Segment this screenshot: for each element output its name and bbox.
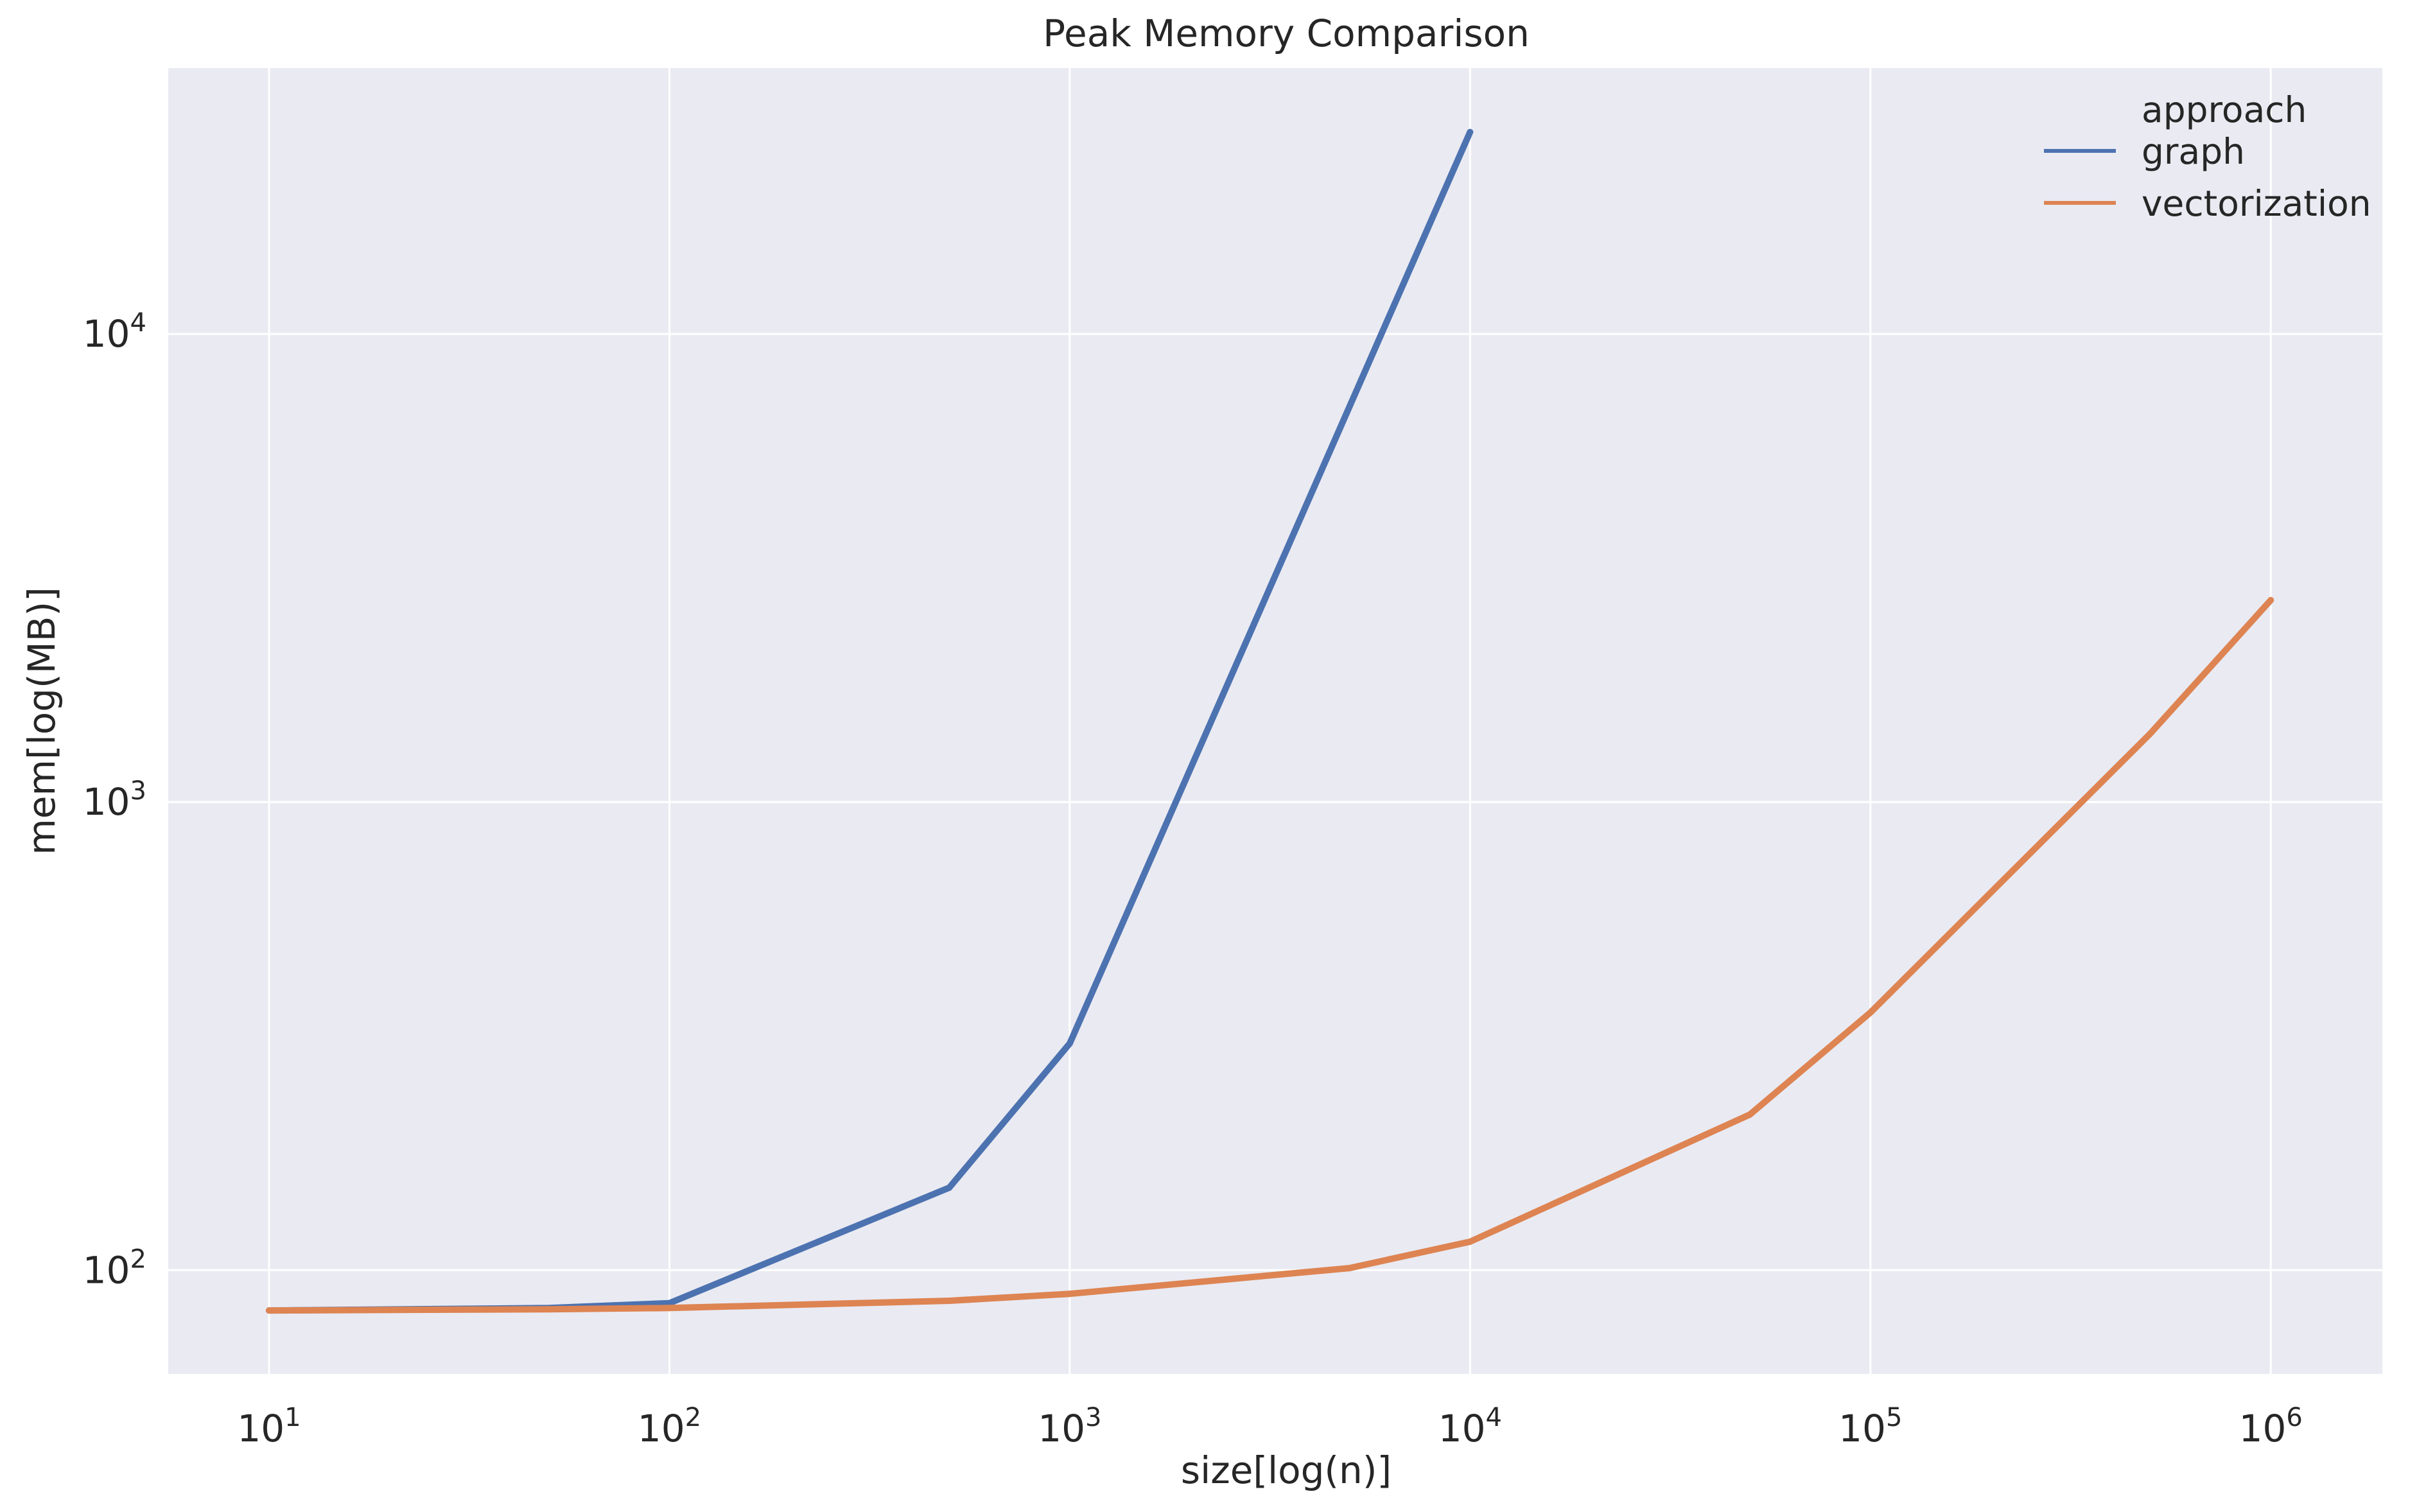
x-tick-base: 10 bbox=[1838, 1407, 1886, 1450]
chart-title: Peak Memory Comparison bbox=[1043, 12, 1530, 55]
y-tick-base: 10 bbox=[83, 780, 130, 824]
data-point-vectorization-8 bbox=[1867, 1009, 1874, 1016]
x-axis-label: size[log(n)] bbox=[1181, 1448, 1392, 1492]
legend-entries: graph vectorization bbox=[2044, 131, 2371, 224]
x-tick-label-2: 103 bbox=[1038, 1403, 1101, 1450]
y-tick-exponent: 2 bbox=[130, 1244, 146, 1274]
legend-label-graph: graph bbox=[2142, 131, 2245, 172]
data-point-graph-4 bbox=[1066, 1040, 1073, 1047]
data-point-vectorization-6 bbox=[1467, 1238, 1474, 1246]
y-tick-label-2: 104 bbox=[83, 308, 146, 356]
x-tick-label-1: 102 bbox=[638, 1403, 701, 1450]
data-point-vectorization-2 bbox=[666, 1305, 673, 1312]
data-point-graph-3 bbox=[946, 1184, 953, 1191]
plot-area bbox=[168, 68, 2382, 1374]
data-point-vectorization-0 bbox=[265, 1307, 272, 1314]
data-point-vectorization-9 bbox=[2147, 730, 2154, 737]
y-tick-exponent: 4 bbox=[130, 308, 146, 338]
x-axis-ticks: 101 102 103 104 105 106 bbox=[237, 1403, 2302, 1450]
data-point-vectorization-5 bbox=[1346, 1265, 1353, 1272]
x-tick-exponent: 3 bbox=[1085, 1403, 1101, 1432]
x-tick-base: 10 bbox=[237, 1407, 284, 1450]
x-tick-exponent: 1 bbox=[284, 1403, 301, 1432]
y-tick-base: 10 bbox=[83, 312, 130, 356]
data-point-graph-6 bbox=[1467, 128, 1474, 135]
y-tick-exponent: 3 bbox=[130, 776, 146, 806]
y-tick-label-1: 103 bbox=[83, 776, 146, 824]
x-tick-exponent: 2 bbox=[685, 1403, 701, 1432]
x-tick-exponent: 4 bbox=[1486, 1403, 1502, 1432]
x-tick-label-0: 101 bbox=[237, 1403, 301, 1450]
x-tick-label-4: 105 bbox=[1838, 1403, 1902, 1450]
grid-lines bbox=[168, 68, 2382, 1374]
y-axis-label: mem[log(MB)] bbox=[20, 587, 64, 855]
x-tick-label-3: 104 bbox=[1438, 1403, 1502, 1450]
data-point-vectorization-1 bbox=[545, 1306, 552, 1313]
data-point-vectorization-3 bbox=[946, 1298, 953, 1305]
legend-label-vectorization: vectorization bbox=[2142, 183, 2371, 224]
x-tick-base: 10 bbox=[638, 1407, 685, 1450]
data-point-graph-2 bbox=[666, 1299, 673, 1307]
data-point-vectorization-10 bbox=[2267, 596, 2274, 604]
x-tick-exponent: 5 bbox=[1886, 1403, 1902, 1432]
data-point-vectorization-7 bbox=[1747, 1111, 1754, 1118]
x-tick-exponent: 6 bbox=[2286, 1403, 2302, 1432]
x-tick-label-5: 106 bbox=[2239, 1403, 2303, 1450]
x-tick-base: 10 bbox=[2239, 1407, 2287, 1450]
data-point-graph-5 bbox=[1346, 403, 1353, 410]
legend-title: approach bbox=[2142, 89, 2307, 130]
series-lines bbox=[265, 128, 2274, 1314]
y-tick-label-0: 102 bbox=[83, 1244, 146, 1292]
y-tick-base: 10 bbox=[83, 1248, 130, 1292]
x-tick-base: 10 bbox=[1438, 1407, 1486, 1450]
x-tick-base: 10 bbox=[1038, 1407, 1085, 1450]
legend: approach graph vectorization bbox=[2044, 89, 2371, 224]
data-point-vectorization-4 bbox=[1066, 1290, 1073, 1298]
